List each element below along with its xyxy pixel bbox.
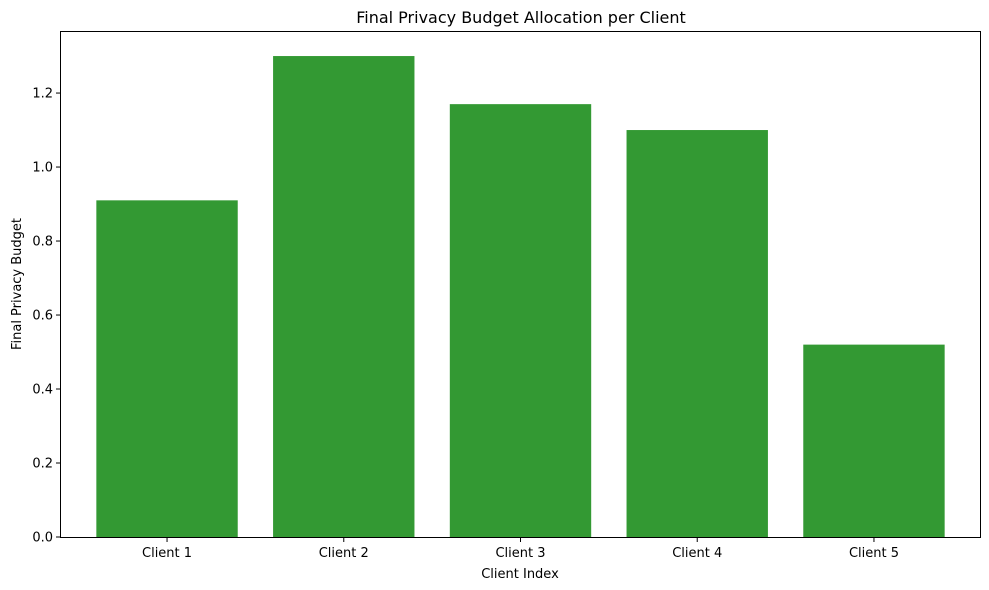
plot-frame [60,31,981,538]
y-tick-label: 1.2 [32,87,53,102]
bar-3 [449,104,592,538]
bar-1 [96,200,238,538]
x-tick-label: Client 5 [849,546,899,561]
y-tick-label: 0.4 [32,383,53,398]
y-axis: 0.0 0.2 0.4 0.6 0.8 1.0 1.2 [32,87,61,546]
bar-4 [626,130,768,538]
bar-2 [273,56,415,538]
y-tick-label: 0.2 [32,457,53,472]
chart-title: Final Privacy Budget Allocation per Clie… [356,8,686,27]
x-axis: Client 1 Client 2 Client 3 Client 4 Client 5 [142,537,899,561]
x-axis-label: Client Index [481,567,559,582]
y-tick-label: 0.6 [32,309,53,324]
x-tick-label: Client 1 [142,546,192,561]
x-tick-label: Client 4 [672,546,722,561]
y-axis-label: Final Privacy Budget [10,218,25,350]
y-tick-label: 1.0 [32,161,53,176]
x-tick-label: Client 3 [495,546,545,561]
x-tick-label: Client 2 [319,546,369,561]
y-tick-label: 0.8 [32,235,53,250]
bar-5 [803,344,945,537]
y-tick-label: 0.0 [32,531,53,546]
bars-group [96,56,945,538]
